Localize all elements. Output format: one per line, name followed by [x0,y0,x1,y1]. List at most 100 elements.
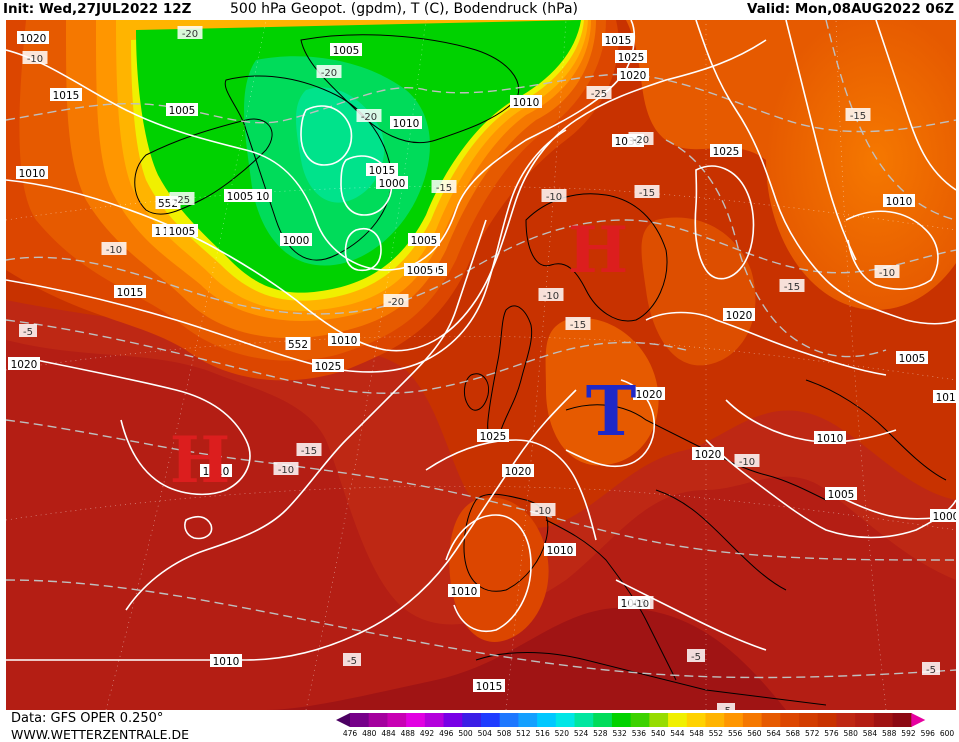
legend-tick-label: 588 [882,729,897,738]
temperature-label: -15 [296,443,322,457]
pressure-label: 1010 [328,333,360,347]
legend-swatch [406,713,426,727]
svg-text:-10: -10 [278,465,294,476]
svg-text:-10: -10 [546,192,562,203]
svg-text:1020: 1020 [726,310,753,322]
temperature-label: -5 [343,653,361,667]
chart-title: 500 hPa Geopot. (gpdm), T (C), Bodendruc… [230,1,578,17]
legend-swatch [761,713,781,727]
legend-tick-label: 580 [843,729,858,738]
color-legend-ticks: 476 480 484 488 492 496 500 504 508 512 516 520 524 5… [342,729,959,741]
weather-map: 1020101510051010552100010051010101510001… [6,20,956,710]
high-pressure-center-atlantic: H [170,423,230,498]
legend-tick-label: 496 [439,729,454,738]
temperature-labels: -20-10-25-20-20-15-10-10-20-25-20-15-10-… [19,26,940,710]
pressure-label: 1000 [376,176,408,190]
pressure-label: 1020 [633,387,665,401]
svg-text:-5: -5 [691,652,701,663]
svg-text:1005: 1005 [333,45,360,57]
svg-text:-25: -25 [591,89,607,100]
svg-text:-10: -10 [535,506,551,517]
pressure-label: 1010 [814,431,846,445]
legend-tick-label: 536 [631,729,647,738]
init-time-label: Init: Wed,27JUL2022 12Z [3,1,192,17]
svg-text:1025: 1025 [480,431,507,443]
legend-swatch [424,713,445,727]
svg-text:-15: -15 [784,282,800,293]
svg-text:1000: 1000 [379,178,406,190]
pressure-label: 1015 [602,33,634,47]
legend-swatch [443,713,463,727]
svg-text:-10: -10 [106,245,122,256]
temperature-label: -15 [634,185,660,199]
legend-swatch [518,713,538,727]
temperature-label: -15 [845,108,871,122]
svg-text:1020: 1020 [20,33,47,45]
temperature-label: -20 [177,26,203,40]
low-pressure-center-europe: T [586,372,637,452]
svg-text:1010: 1010 [331,335,358,347]
temperature-label: -10 [101,242,127,256]
legend-swatch [462,713,482,727]
pressure-label: 1005 [166,224,198,238]
svg-text:1000: 1000 [933,511,956,523]
svg-text:1010: 1010 [213,656,240,668]
pressure-label: 1010 [883,194,915,208]
svg-text:1005: 1005 [169,226,196,238]
legend-tick-label: 564 [766,729,781,738]
svg-text:1020: 1020 [636,389,663,401]
legend-tick-label: 592 [901,729,916,738]
svg-text:-15: -15 [850,111,866,122]
pressure-label: 1015 [114,285,146,299]
legend-swatch [368,713,388,727]
svg-text:-15: -15 [570,320,586,331]
pressure-label: 1005 [330,43,362,57]
legend-swatch [836,713,856,727]
pressure-label: 1000 [280,233,312,247]
weather-map-canvas: 1020101510051010552100010051010101510001… [6,20,956,710]
temperature-contours [6,20,956,679]
legend-swatch [593,713,613,727]
data-source-label: Data: GFS OPER 0.250° [11,711,164,726]
pressure-label: 1005 [224,189,256,203]
svg-text:1015: 1015 [369,165,396,177]
temperature-label: -25 [586,86,612,100]
svg-text:-15: -15 [639,188,655,199]
legend-swatch [705,713,725,727]
legend-swatch [686,713,706,727]
legend-tick-label: 568 [785,729,801,738]
pressure-label: 1000 [930,509,956,523]
svg-text:-20: -20 [182,29,198,40]
svg-text:1005: 1005 [169,105,196,117]
legend-tick-label: 480 [362,729,377,738]
pressure-label: 1010 [933,390,956,404]
pressure-label: 1010 [390,116,422,130]
svg-text:1020: 1020 [11,359,38,371]
legend-tick-label: 500 [458,729,473,738]
legend-swatch [799,713,819,727]
svg-text:552: 552 [288,339,308,351]
svg-text:1020: 1020 [620,70,647,82]
legend-tick-label: 528 [593,729,608,738]
legend-tick-label: 508 [496,729,512,738]
svg-text:1025: 1025 [618,52,645,64]
legend-swatch [855,713,875,727]
pressure-label: 1015 [366,163,398,177]
pressure-label: 1010 [210,654,242,668]
svg-text:1025: 1025 [713,146,740,158]
legend-tick-label: 576 [824,729,839,738]
legend-swatch [780,713,800,727]
legend-arrow-high [911,713,926,727]
svg-text:-10: -10 [879,268,895,279]
svg-text:-10: -10 [633,599,649,610]
svg-text:1005: 1005 [899,353,926,365]
pressure-label: 1005 [825,487,857,501]
svg-text:1015: 1015 [605,35,632,47]
temperature-label: -20 [356,109,382,123]
legend-tick-label: 540 [650,729,666,738]
website-label: WWW.WETTERZENTRALE.DE [11,727,190,742]
temperature-label: -15 [565,317,591,331]
svg-text:1010: 1010 [451,586,478,598]
svg-text:1010: 1010 [393,118,420,130]
temperature-label: -5 [19,324,37,338]
